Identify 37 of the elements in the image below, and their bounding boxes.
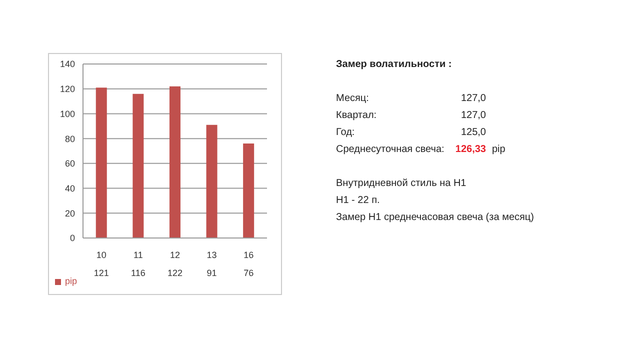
text: 126,33 — [455, 144, 486, 155]
y-tick-label: 60 — [64, 158, 75, 169]
bar — [96, 88, 107, 238]
text: Внутридневной стиль на H1 — [336, 178, 468, 189]
bar — [243, 144, 254, 238]
data-label: 122 — [167, 268, 183, 278]
y-tick-label: 120 — [60, 84, 75, 94]
data-label: 76 — [244, 268, 254, 278]
bar — [132, 94, 144, 238]
text: 127,0 — [460, 110, 486, 121]
text: Квартал: — [336, 110, 378, 121]
y-tick-label: 40 — [64, 183, 75, 194]
bar — [206, 124, 218, 238]
text: 125,0 — [460, 127, 486, 138]
x-tick-label: 12 — [170, 250, 180, 260]
legend-label: pip — [65, 276, 78, 286]
y-tick-label: 80 — [64, 134, 75, 144]
text: Среднесуточная свеча: — [336, 144, 444, 155]
y-tick-label: 140 — [60, 59, 75, 70]
y-tick-label: 20 — [64, 208, 75, 218]
text: Год: — [336, 127, 356, 138]
text: Замер волатильности : — [336, 59, 453, 70]
bar — [169, 86, 180, 238]
x-tick-label: 16 — [244, 250, 254, 260]
x-tick-label: 13 — [206, 250, 217, 260]
y-tick-label: 100 — [60, 108, 75, 119]
x-tick-label: 10 — [96, 250, 106, 260]
text: Месяц: — [336, 93, 370, 104]
x-tick-label: 11 — [134, 250, 143, 260]
text: pip — [491, 144, 506, 155]
text: H1 - 22 п. — [336, 195, 381, 206]
y-tick-label: 0 — [70, 233, 75, 244]
text: 127,0 — [460, 93, 486, 104]
text: Замер H1 среднечасовая свеча (за месяц) — [336, 212, 535, 223]
data-label: 116 — [131, 268, 146, 278]
data-label: 121 — [94, 268, 109, 278]
data-label: 91 — [206, 268, 217, 278]
